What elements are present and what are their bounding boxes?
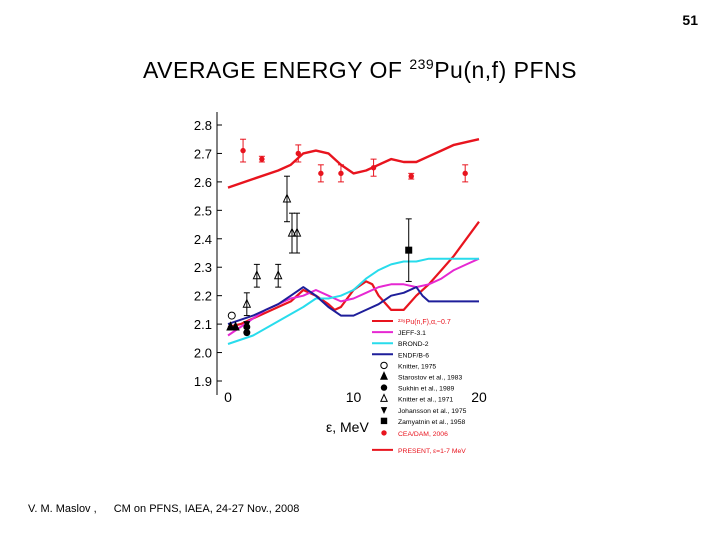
legend-label-7: Knitter et al., 1971 (398, 397, 453, 404)
point-knitter71-2 (273, 270, 283, 280)
legend-label-0: ²³⁹Pu(n,F),α,~0.7 (398, 319, 451, 326)
point-cea-4 (338, 170, 344, 177)
legend-label-5: Starostov et al., 1983 (398, 375, 462, 382)
point-sukhin-0 (243, 329, 251, 337)
legend-label-3: ENDF/B-6 (398, 352, 429, 359)
legend-label-8: Johansson et al., 1975 (398, 408, 467, 415)
legend-label-2: BROND-2 (398, 341, 429, 348)
y-tick-label-5: 2.4 (194, 232, 212, 247)
footer-event: CM on PFNS, IAEA, 24-27 Nov., 2008 (113, 503, 300, 515)
y-tick-label-9: 2.8 (194, 118, 212, 133)
point-cea-7 (462, 170, 468, 177)
point-johansson-0 (243, 321, 251, 329)
point-zamyatnin-0 (405, 246, 413, 254)
point-cea-2 (295, 150, 301, 157)
y-tick-label-6: 2.5 (194, 203, 212, 218)
slide-title: AVERAGE ENERGY OF 239Pu(n,f) PFNS (0, 56, 720, 84)
legend-label-11: PRESENT, ε=1-7 MeV (398, 448, 466, 455)
x-tick-label-2: 20 (471, 389, 487, 405)
point-knitter71-5 (292, 227, 302, 237)
x-axis-label: ε, MeV (326, 419, 369, 435)
series-line-pu_fit (227, 221, 480, 329)
page-number: 51 (682, 12, 698, 28)
legend-label-6: Sukhin et al., 1989 (398, 386, 455, 393)
y-tick-label-0: 1.9 (194, 374, 212, 389)
legend-swatch-4 (380, 361, 388, 370)
y-tick-label-8: 2.7 (194, 146, 212, 161)
point-knitter71-1 (252, 270, 262, 280)
series-line-endf (227, 286, 479, 326)
y-tick-label-3: 2.2 (194, 289, 212, 304)
legend-label-1: JEFF-3.1 (398, 330, 426, 337)
legend-swatch-10 (381, 430, 387, 436)
legend-swatch-6 (380, 384, 388, 391)
point-knitter71-0 (242, 298, 252, 308)
point-cea-6 (408, 173, 414, 179)
point-knitter75-0 (227, 311, 236, 320)
title-superscript: 239 (409, 56, 435, 72)
point-knitter71-3 (282, 193, 292, 203)
x-tick-label-0: 0 (224, 389, 232, 405)
legend: ²³⁹Pu(n,F),α,~0.7 JEFF-3.1 BROND-2 ENDF/B-6… (372, 319, 467, 455)
footer: V. M. Maslov , CM on PFNS, IAEA, 24-27 N… (28, 503, 313, 515)
y-tick-label-4: 2.3 (194, 260, 212, 275)
y-tick-label-7: 2.6 (194, 175, 212, 190)
legend-label-10: CEA/DAM, 2006 (398, 431, 448, 438)
legend-swatch-9 (380, 417, 388, 425)
footer-author: V. M. Maslov , (28, 503, 97, 515)
point-cea-1 (259, 156, 265, 162)
point-starostov-1 (231, 321, 240, 331)
title-prefix: AVERAGE ENERGY OF (143, 57, 410, 83)
point-knitter71-4 (287, 227, 297, 237)
legend-swatch-5 (380, 371, 388, 380)
point-cea-0 (240, 147, 246, 154)
legend-label-4: Knitter, 1975 (398, 363, 436, 370)
legend-swatch-8 (380, 407, 388, 414)
point-cea-3 (318, 170, 324, 177)
legend-swatch-7 (380, 393, 388, 402)
y-tick-label-2: 2.1 (194, 317, 212, 332)
point-starostov-0 (226, 321, 235, 331)
series-line-brond (227, 257, 479, 345)
x-tick-label-1: 10 (346, 389, 362, 405)
series-line-upper (227, 138, 480, 189)
point-cea-5 (370, 164, 377, 171)
legend-label-9: Zamyatnin et al., 1958 (398, 419, 465, 426)
y-tick-label-1: 2.0 (194, 346, 212, 361)
title-suffix: Pu(n,f) PFNS (434, 57, 577, 83)
